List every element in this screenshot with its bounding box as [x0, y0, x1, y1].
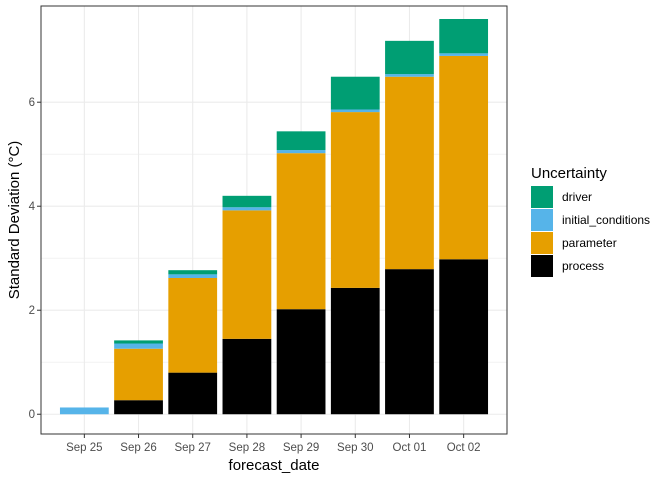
bar-segment-initial-conditions — [59, 407, 109, 415]
bar-segment-initial-conditions — [168, 274, 218, 278]
legend-key-driver — [531, 186, 553, 208]
bar-segment-driver — [330, 76, 380, 110]
bar-segment-process — [276, 309, 326, 415]
bar-segment-initial-conditions — [385, 74, 434, 77]
y-axis-title: Standard Deviation (°C) — [6, 141, 23, 300]
x-tick-label: Sep 25 — [66, 442, 102, 454]
bar-segment-process — [439, 259, 489, 415]
legend-key-initial-conditions — [531, 209, 553, 231]
bar-segment-parameter — [330, 112, 380, 288]
x-tick-label: Sep 29 — [283, 442, 319, 454]
bar-segment-driver — [114, 340, 163, 344]
legend-key-process — [531, 255, 553, 277]
x-tick-label: Sep 26 — [120, 442, 156, 454]
legend-label-process: process — [562, 259, 604, 273]
x-tick-label: Sep 30 — [337, 442, 373, 454]
legend-label-driver: driver — [562, 190, 592, 204]
plot-panel-border — [40, 5, 508, 435]
y-tick-label: 4 — [29, 201, 36, 213]
plot-panel-background — [41, 6, 507, 434]
bar-segment-process — [114, 400, 163, 415]
bar-segment-driver — [385, 40, 434, 75]
bar-segment-driver — [222, 195, 272, 208]
y-axis: 0 2 4 6 — [29, 97, 41, 421]
bar-segment-initial-conditions — [276, 150, 326, 154]
bar-segment-process — [222, 338, 272, 415]
bar-segment-driver — [168, 270, 218, 275]
bar-segment-process — [330, 287, 380, 415]
legend: Uncertainty driver initial_conditionspara… — [531, 165, 650, 277]
bar-segment-initial-conditions — [114, 343, 163, 349]
bar-segment-process — [168, 372, 218, 415]
x-axis: Sep 25 Sep 26 Sep 27 Sep 28 Sep 29 Sep 30 Oct … — [66, 434, 481, 454]
y-tick-label: 2 — [29, 305, 35, 317]
bar-segment-initial-conditions — [222, 207, 272, 211]
bar-segment-process — [385, 269, 434, 415]
x-tick-label: Sep 27 — [174, 442, 210, 454]
legend-key-parameter — [531, 232, 553, 254]
bar-segment-parameter — [276, 153, 326, 310]
bars-layer — [59, 19, 489, 415]
bar-segment-parameter — [385, 76, 434, 270]
x-tick-label: Oct 02 — [447, 442, 481, 454]
legend-title: Uncertainty — [531, 165, 607, 182]
legend-label-parameter: parameter — [562, 236, 617, 250]
bar-segment-parameter — [222, 210, 272, 339]
bar-segment-parameter — [114, 348, 163, 401]
x-tick-label: Sep 28 — [229, 442, 265, 454]
bar-segment-initial-conditions — [330, 109, 380, 113]
y-tick-label: 0 — [29, 409, 35, 421]
bar-segment-initial-conditions — [439, 53, 489, 56]
bar-segment-parameter — [439, 55, 489, 260]
bar-segment-parameter — [168, 277, 218, 373]
legend-label-initial-conditions: initial_conditions — [562, 213, 650, 227]
x-tick-label: Oct 01 — [393, 442, 427, 454]
y-tick-label: 6 — [29, 97, 35, 109]
x-axis-title: forecast_date — [229, 457, 320, 474]
bar-segment-driver — [439, 19, 489, 54]
bar-segment-driver — [276, 131, 326, 151]
